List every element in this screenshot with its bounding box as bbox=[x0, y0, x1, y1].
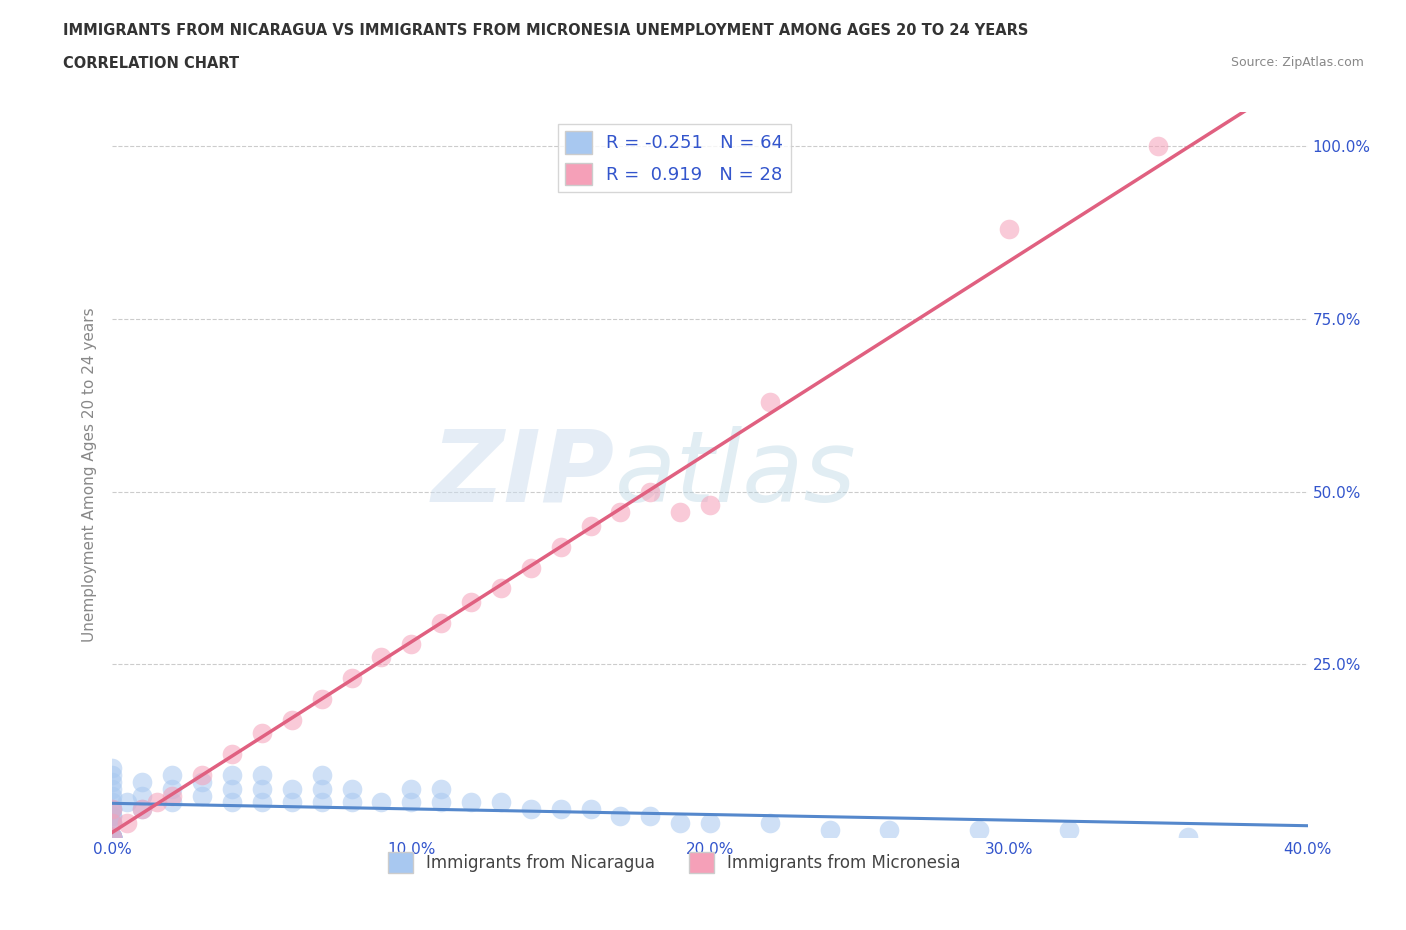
Point bbox=[101, 830, 124, 844]
Point bbox=[1057, 823, 1080, 838]
Point bbox=[759, 394, 782, 409]
Point bbox=[101, 761, 124, 776]
Point bbox=[101, 816, 124, 830]
Point bbox=[281, 712, 304, 727]
Point bbox=[101, 830, 124, 844]
Point bbox=[281, 781, 304, 796]
Point bbox=[101, 802, 124, 817]
Point bbox=[101, 816, 124, 830]
Point bbox=[370, 650, 392, 665]
Point bbox=[489, 581, 512, 596]
Point bbox=[191, 788, 214, 803]
Point bbox=[162, 781, 183, 796]
Point bbox=[370, 795, 392, 810]
Point bbox=[101, 809, 124, 824]
Point bbox=[669, 816, 692, 830]
Point bbox=[101, 767, 124, 782]
Point bbox=[162, 788, 183, 803]
Point bbox=[191, 775, 214, 790]
Point bbox=[250, 781, 273, 796]
Point bbox=[699, 816, 721, 830]
Point bbox=[101, 802, 124, 817]
Point bbox=[191, 767, 214, 782]
Point bbox=[401, 636, 423, 651]
Point bbox=[759, 816, 782, 830]
Point bbox=[430, 616, 453, 631]
Point bbox=[101, 775, 124, 790]
Point bbox=[101, 781, 124, 796]
Point bbox=[131, 788, 153, 803]
Point bbox=[101, 816, 124, 830]
Text: atlas: atlas bbox=[614, 426, 856, 523]
Point bbox=[311, 795, 333, 810]
Point bbox=[250, 767, 273, 782]
Point bbox=[101, 830, 124, 844]
Point bbox=[221, 781, 243, 796]
Point bbox=[117, 816, 139, 830]
Legend: Immigrants from Nicaragua, Immigrants from Micronesia: Immigrants from Nicaragua, Immigrants fr… bbox=[381, 845, 967, 880]
Point bbox=[340, 671, 363, 685]
Point bbox=[101, 830, 124, 844]
Point bbox=[250, 726, 273, 741]
Point bbox=[281, 795, 304, 810]
Point bbox=[640, 809, 662, 824]
Text: IMMIGRANTS FROM NICARAGUA VS IMMIGRANTS FROM MICRONESIA UNEMPLOYMENT AMONG AGES : IMMIGRANTS FROM NICARAGUA VS IMMIGRANTS … bbox=[63, 23, 1029, 38]
Point bbox=[221, 747, 243, 762]
Point bbox=[101, 788, 124, 803]
Point bbox=[579, 802, 602, 817]
Point bbox=[430, 795, 453, 810]
Point bbox=[550, 802, 572, 817]
Point bbox=[460, 594, 482, 609]
Point bbox=[520, 560, 543, 575]
Point bbox=[430, 781, 453, 796]
Point bbox=[1177, 830, 1199, 844]
Point bbox=[579, 519, 602, 534]
Point bbox=[101, 830, 124, 844]
Point bbox=[162, 795, 183, 810]
Point bbox=[699, 498, 721, 512]
Point bbox=[489, 795, 512, 810]
Point bbox=[401, 795, 423, 810]
Point bbox=[609, 505, 631, 520]
Point bbox=[131, 775, 153, 790]
Point bbox=[311, 767, 333, 782]
Point bbox=[101, 830, 124, 844]
Point bbox=[250, 795, 273, 810]
Point bbox=[998, 221, 1021, 236]
Text: Source: ZipAtlas.com: Source: ZipAtlas.com bbox=[1230, 56, 1364, 69]
Point bbox=[131, 802, 153, 817]
Point bbox=[520, 802, 543, 817]
Point bbox=[609, 809, 631, 824]
Y-axis label: Unemployment Among Ages 20 to 24 years: Unemployment Among Ages 20 to 24 years bbox=[82, 307, 97, 642]
Point bbox=[340, 781, 363, 796]
Point bbox=[818, 823, 841, 838]
Point bbox=[1147, 139, 1170, 153]
Point bbox=[101, 830, 124, 844]
Point bbox=[131, 802, 153, 817]
Text: CORRELATION CHART: CORRELATION CHART bbox=[63, 56, 239, 71]
Point bbox=[101, 809, 124, 824]
Point bbox=[101, 830, 124, 844]
Point bbox=[117, 795, 139, 810]
Point bbox=[669, 505, 692, 520]
Point bbox=[146, 795, 169, 810]
Point bbox=[879, 823, 901, 838]
Text: ZIP: ZIP bbox=[432, 426, 614, 523]
Point bbox=[162, 767, 183, 782]
Point bbox=[640, 485, 662, 499]
Point bbox=[221, 767, 243, 782]
Point bbox=[101, 830, 124, 844]
Point bbox=[967, 823, 990, 838]
Point bbox=[101, 795, 124, 810]
Point bbox=[101, 830, 124, 844]
Point bbox=[311, 781, 333, 796]
Point bbox=[101, 830, 124, 844]
Point bbox=[311, 691, 333, 706]
Point bbox=[340, 795, 363, 810]
Point bbox=[101, 802, 124, 817]
Point bbox=[221, 795, 243, 810]
Point bbox=[550, 539, 572, 554]
Point bbox=[401, 781, 423, 796]
Point bbox=[460, 795, 482, 810]
